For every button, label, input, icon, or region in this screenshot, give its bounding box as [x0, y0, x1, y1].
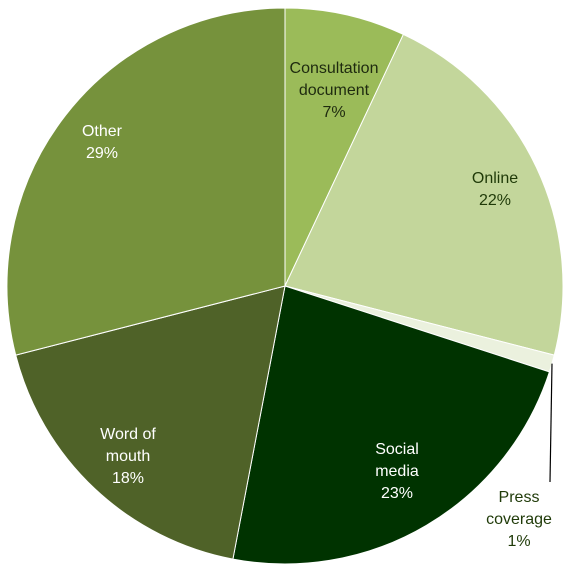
pie-slices	[6, 7, 564, 565]
slice-label-press-coverage: Press coverage 1%	[486, 489, 552, 550]
pie-slice-online	[284, 33, 564, 356]
leader-line-press-coverage	[549, 363, 553, 483]
slice-labels: Consultation document 7% Online 22% Press cove…	[82, 60, 552, 550]
slice-label-other: Other 29%	[82, 123, 123, 162]
pie-slice-social-media	[232, 285, 551, 565]
pie-slice-other	[6, 7, 286, 356]
pie-slice-consultation-document	[284, 7, 405, 287]
slice-label-consultation-document: Consultation document 7%	[290, 60, 379, 121]
slice-label-word-of-mouth: Word of mouth 18%	[100, 426, 156, 487]
slice-label-online: Online 22%	[472, 170, 518, 209]
leader-lines	[549, 363, 553, 483]
pie-slice-word-of-mouth	[15, 285, 286, 560]
slice-label-social-media: Social media 23%	[375, 441, 419, 502]
